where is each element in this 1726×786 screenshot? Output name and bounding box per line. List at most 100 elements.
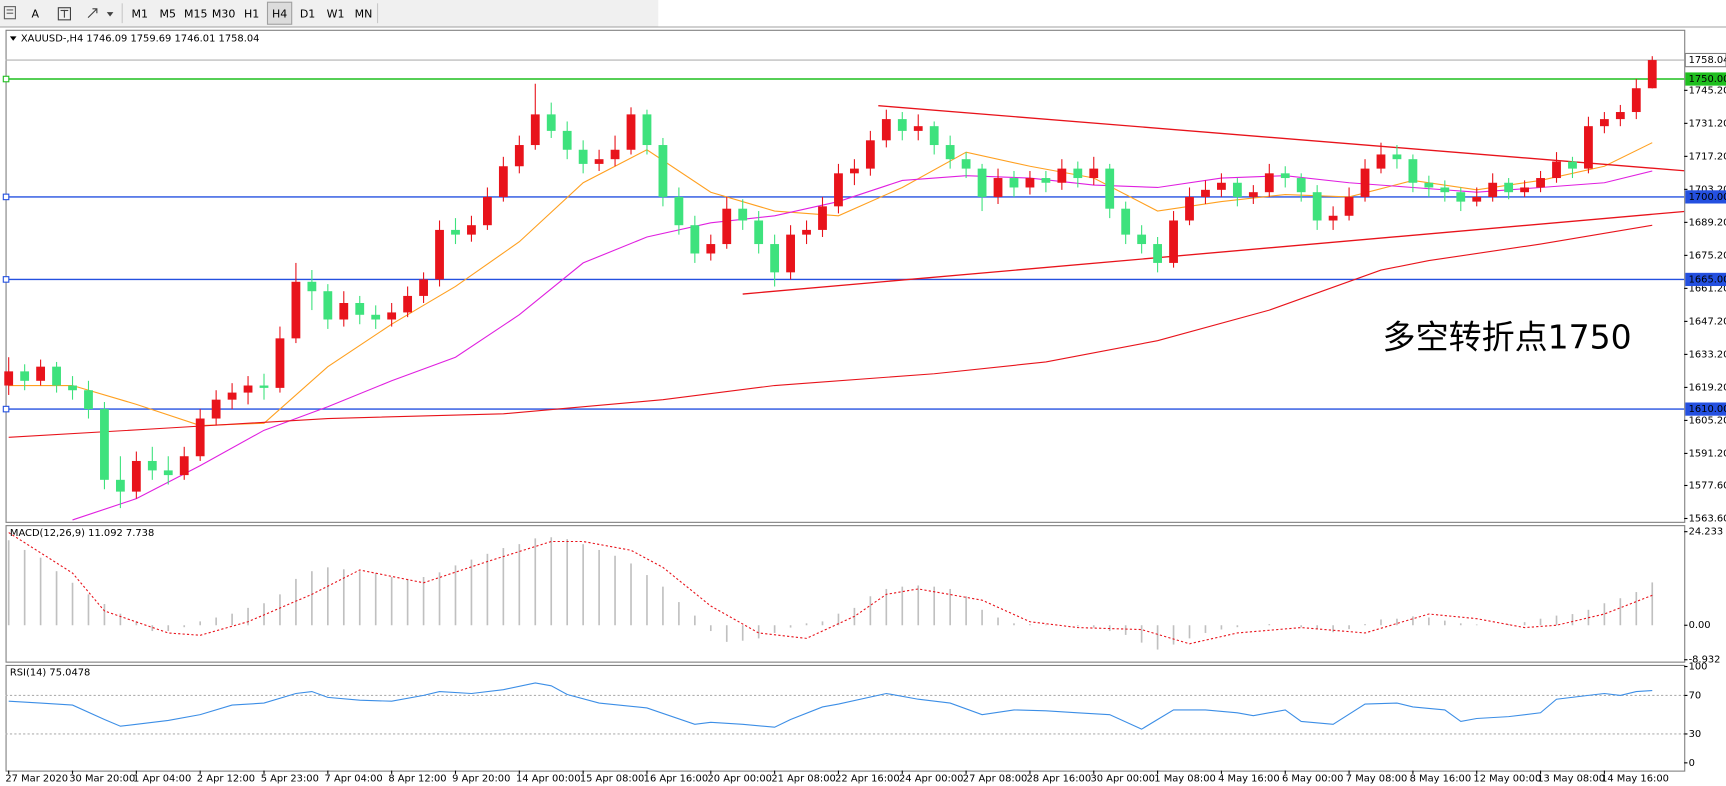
level-label-bg <box>1685 72 1726 86</box>
level-handle <box>2 75 10 83</box>
y-tick-label: 0.00 <box>1689 620 1711 631</box>
candle-body <box>834 173 843 207</box>
timeframe-button[interactable]: H4 <box>272 7 287 20</box>
pane-menu-icon[interactable] <box>9 36 17 41</box>
x-tick-label: 28 Apr 16:00 <box>1027 773 1092 784</box>
level-label-bg <box>1685 190 1726 204</box>
timeframe-button[interactable]: M5 <box>160 7 176 20</box>
y-tick-label: -8.932 <box>1689 655 1721 666</box>
candle-body <box>100 409 109 480</box>
candle-body <box>419 279 428 296</box>
candle-body <box>786 234 795 273</box>
candle-body <box>626 114 636 150</box>
candle-body <box>642 114 652 146</box>
candle-body <box>562 130 572 150</box>
candle-body <box>243 385 253 393</box>
candle-body <box>722 208 732 245</box>
y-tick-label: 1577.60 <box>1689 480 1726 491</box>
signal-line <box>8 532 1653 645</box>
level-handle <box>2 405 10 413</box>
candle-body <box>1153 244 1162 263</box>
last-price-label: 1758.04 <box>1689 55 1726 66</box>
candle-body <box>706 244 716 254</box>
icon-dropdown <box>106 12 114 17</box>
x-tick-label: 30 Mar 20:00 <box>69 773 135 784</box>
candle-body <box>1488 182 1498 197</box>
candle-body <box>482 196 492 226</box>
label-tool[interactable] <box>57 7 71 21</box>
candle-body <box>770 244 780 273</box>
x-tick-label: 8 Apr 12:00 <box>388 773 446 784</box>
candle-body <box>1312 192 1322 221</box>
chart-list-icon[interactable] <box>3 6 16 20</box>
macd-chart: 24.233 0.00 -8.932 <box>7 527 1723 666</box>
level-label: 1750.00 <box>1689 74 1726 85</box>
x-tick-label: 6 May 00:00 <box>1282 773 1344 784</box>
x-tick-label: 1 Apr 04:00 <box>133 773 191 784</box>
rsi-line <box>8 682 1653 730</box>
y-tick-label: 1675.20 <box>1689 250 1726 261</box>
y-tick-label: 1633.20 <box>1689 349 1726 360</box>
timeframe-button[interactable]: D1 <box>300 7 315 20</box>
timeframe-button[interactable]: M1 <box>132 7 149 20</box>
level-label-bg <box>1685 402 1726 416</box>
candle-body <box>20 371 30 381</box>
x-tick-label: 13 May 08:00 <box>1537 773 1605 784</box>
candle-body <box>435 229 444 280</box>
candle-body <box>1392 154 1402 160</box>
candle-body <box>1520 187 1530 193</box>
y-tick-label: 30 <box>1689 729 1702 740</box>
text-tool[interactable]: A <box>31 7 39 20</box>
candle-body <box>1472 196 1482 202</box>
candle-body <box>738 208 748 221</box>
moving-average <box>72 170 1653 521</box>
candle-body <box>850 168 859 174</box>
y-tick-label: 1619.20 <box>1689 382 1726 393</box>
candle-body <box>1089 168 1099 179</box>
candle-body <box>961 159 971 169</box>
x-tick-label: 5 Apr 23:00 <box>261 773 319 784</box>
trend-line <box>742 210 1685 295</box>
timeframe-active <box>266 1 293 25</box>
timeframe-button[interactable]: M30 <box>212 7 236 20</box>
timeframe-button[interactable]: MN <box>355 7 373 20</box>
candle-body <box>451 229 460 235</box>
candle-body <box>1105 168 1115 209</box>
timeframe-bar: M1 M5 M15 M30 H1 H4 D1 W1 MN <box>132 1 379 25</box>
candle-body <box>307 281 317 292</box>
candle-body <box>546 114 556 131</box>
x-tick-label: 7 Apr 04:00 <box>325 773 383 784</box>
candle-body <box>1073 168 1083 179</box>
timeframe-button[interactable]: W1 <box>327 7 345 20</box>
arrows-tool[interactable] <box>87 8 114 19</box>
x-tick-label: 22 Apr 16:00 <box>835 773 900 784</box>
candle-body <box>1631 88 1641 113</box>
candle-body <box>355 302 365 315</box>
y-tick-label: 0 <box>1689 758 1695 769</box>
candle-body <box>1201 189 1210 197</box>
candle-body <box>1296 178 1306 193</box>
y-tick-label: 70 <box>1689 690 1702 701</box>
macd-label: MACD(12,26,9) 11.092 7.738 <box>10 528 154 539</box>
x-tick-label: 15 Apr 08:00 <box>580 773 645 784</box>
moving-average <box>8 224 1653 438</box>
candle-body <box>1280 173 1290 179</box>
candle-body <box>1568 161 1577 169</box>
candle-body <box>1185 196 1194 221</box>
y-tick-label: 1703.20 <box>1689 184 1726 195</box>
candle-body <box>578 149 588 164</box>
timeframe-button[interactable]: M15 <box>184 7 208 20</box>
candle-body <box>1232 182 1242 197</box>
candle-body <box>68 385 77 391</box>
candle-body <box>1169 220 1178 263</box>
timeframe-button[interactable]: H1 <box>244 7 259 20</box>
candle-body <box>131 460 141 492</box>
candle-body <box>674 196 684 226</box>
candle-body <box>530 114 540 146</box>
y-tick-label: 1647.20 <box>1689 316 1726 327</box>
toolbar: A M1 M5 M15 M30 H1 H4 D1 W1 MN <box>0 0 1726 28</box>
candle-body <box>945 145 955 160</box>
y-tick-label: 1661.20 <box>1689 283 1726 294</box>
candle-body <box>993 178 1003 197</box>
candle-body <box>1057 168 1067 183</box>
